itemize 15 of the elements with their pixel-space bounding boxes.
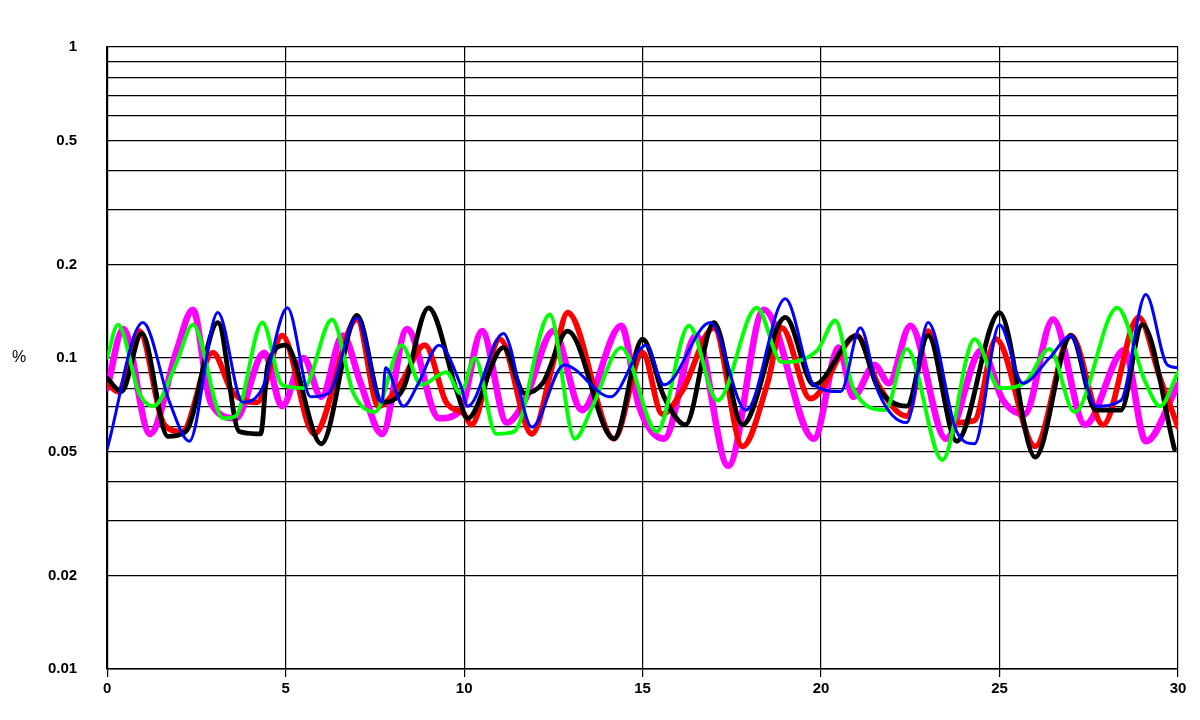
x-tick-label: 0 [103, 679, 112, 697]
y-tick-label: 0.2 [56, 254, 78, 272]
y-tick-label: 1 [68, 37, 78, 55]
x-tick-label: 10 [455, 679, 473, 697]
x-tick-label: 5 [281, 679, 290, 697]
y-tick-label: 0.01 [47, 659, 78, 677]
y-axis-title: % [12, 348, 27, 366]
x-tick-label: 25 [991, 679, 1008, 697]
y-tick-label: 0.5 [56, 130, 78, 148]
x-tick-label: 15 [634, 679, 651, 697]
y-tick-label: 0.1 [56, 348, 78, 366]
x-tick-label: 30 [1169, 679, 1187, 697]
y-tick-label: 0.05 [47, 441, 78, 459]
x-tick-label: 20 [812, 679, 830, 697]
y-tick-label: 0.02 [47, 565, 78, 583]
